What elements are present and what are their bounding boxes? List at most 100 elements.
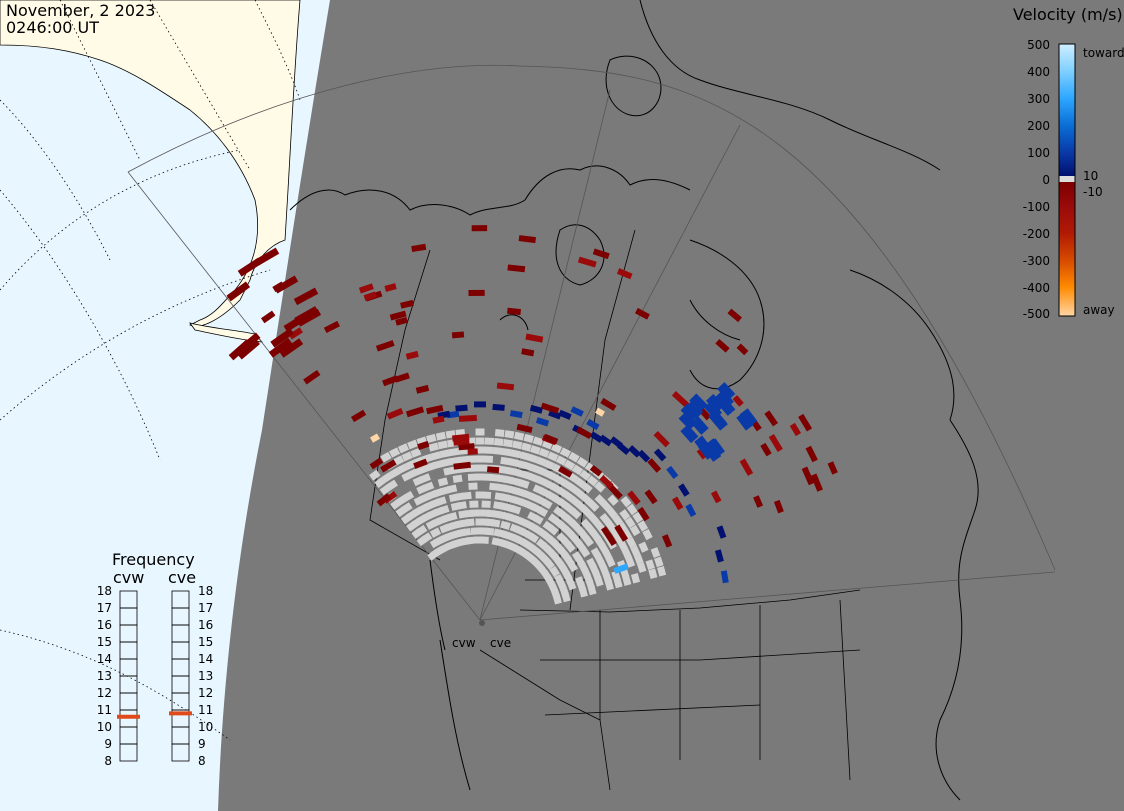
frequency-panel: Frequency cvw cve 18 18 17 17 16 16 15 15 14 14 13… [97, 550, 214, 768]
velocity-cell [475, 518, 485, 526]
velocity-cell [720, 570, 729, 584]
velocity-cell [580, 518, 592, 530]
velocity-cell [484, 446, 494, 454]
velocity-cell [452, 474, 463, 483]
velocity-cell [558, 465, 573, 478]
velocity-cell [535, 456, 547, 467]
colorbar-tick-label: -100 [1023, 200, 1050, 214]
velocity-cell [430, 451, 442, 461]
night-terminator-area [218, 0, 1124, 811]
velocity-cell [678, 411, 697, 431]
colorbar-segment [1059, 260, 1075, 287]
velocity-cell [547, 513, 560, 525]
velocity-cell [226, 281, 251, 302]
velocity-cells [226, 225, 838, 605]
frequency-scale-label-right: 18 [198, 584, 213, 598]
velocity-cell [629, 524, 641, 537]
velocity-cell [428, 442, 439, 452]
velocity-cell [627, 490, 641, 506]
velocity-cell [616, 268, 633, 280]
velocity-cell [475, 527, 485, 535]
velocity-cell [638, 541, 649, 553]
velocity-cell [426, 433, 437, 443]
velocity-cell [380, 459, 397, 473]
velocity-cell [374, 477, 386, 488]
velocity-cell [288, 327, 303, 340]
velocity-cell [475, 428, 485, 436]
velocity-cell [637, 506, 650, 522]
frequency-scale-label-right: 11 [198, 703, 213, 717]
velocity-cell [501, 447, 512, 457]
velocity-cell [384, 283, 397, 292]
velocity-cell [579, 469, 591, 481]
velocity-cell [535, 417, 550, 427]
velocity-cell [595, 407, 605, 417]
velocity-cell [486, 466, 500, 474]
velocity-cell [406, 520, 418, 532]
velocity-cell [482, 473, 493, 481]
frequency-scale-label-left: 11 [97, 703, 112, 717]
velocity-cell [524, 462, 536, 472]
frequency-scale-label-left: 8 [104, 754, 112, 768]
velocity-cell [562, 479, 574, 491]
velocity-cell [279, 338, 304, 358]
velocity-cell [389, 310, 407, 321]
colorbar-tick-label: 400 [1027, 65, 1050, 79]
velocity-cell [494, 492, 505, 501]
velocity-cell [606, 507, 618, 519]
velocity-cell [449, 456, 460, 466]
velocity-cell [400, 513, 413, 525]
colorbar-title: Velocity (m/s) [1013, 5, 1123, 24]
velocity-cell [411, 527, 423, 539]
velocity-cell [509, 410, 523, 419]
velocity-cell [547, 471, 559, 482]
velocity-cell [490, 473, 500, 482]
frequency-scale-label-left: 16 [97, 618, 112, 632]
velocity-cell [494, 429, 505, 437]
velocity-cell [323, 320, 340, 334]
frequency-radar-cvw: cvw [113, 568, 144, 587]
velocity-cell [435, 431, 447, 441]
velocity-cell [475, 455, 485, 463]
velocity-cell [413, 458, 428, 469]
velocity-cell [586, 557, 597, 569]
velocity-cell [448, 447, 459, 457]
velocity-cell [369, 457, 384, 470]
velocity-cell [630, 545, 641, 557]
velocity-cell [709, 410, 728, 430]
frequency-scale-label-right: 14 [198, 652, 213, 666]
velocity-cell [563, 459, 576, 471]
velocity-cell [760, 442, 772, 457]
velocity-cell [538, 448, 550, 458]
velocity-cell [509, 523, 521, 534]
velocity-cell [411, 243, 427, 253]
colorbar-segment [1059, 71, 1075, 98]
velocity-cell [764, 410, 779, 427]
velocity-cell [458, 443, 475, 451]
velocity-cell [439, 523, 451, 534]
velocity-cell [363, 291, 377, 301]
velocity-cell [773, 499, 784, 514]
velocity-cell [467, 448, 478, 455]
velocity-cell [570, 406, 584, 417]
velocity-cell [753, 495, 764, 508]
velocity-cell [512, 440, 523, 450]
velocity-cell [475, 536, 485, 544]
site-label-cve: cve [490, 636, 511, 650]
velocity-cell [405, 406, 425, 418]
velocity-cell [554, 574, 565, 586]
velocity-cell [609, 436, 623, 449]
velocity-cell [685, 503, 697, 518]
velocity-cell [506, 466, 517, 476]
velocity-cell [445, 540, 457, 551]
velocity-cell [379, 484, 392, 496]
velocity-cell [653, 431, 670, 448]
velocity-cell [401, 451, 413, 462]
velocity-cell [395, 316, 408, 326]
velocity-cell [443, 466, 454, 476]
velocity-cell [647, 458, 662, 473]
colorbar-zero-band [1059, 176, 1075, 182]
velocity-cell [424, 462, 436, 472]
velocity-cell [405, 459, 417, 470]
